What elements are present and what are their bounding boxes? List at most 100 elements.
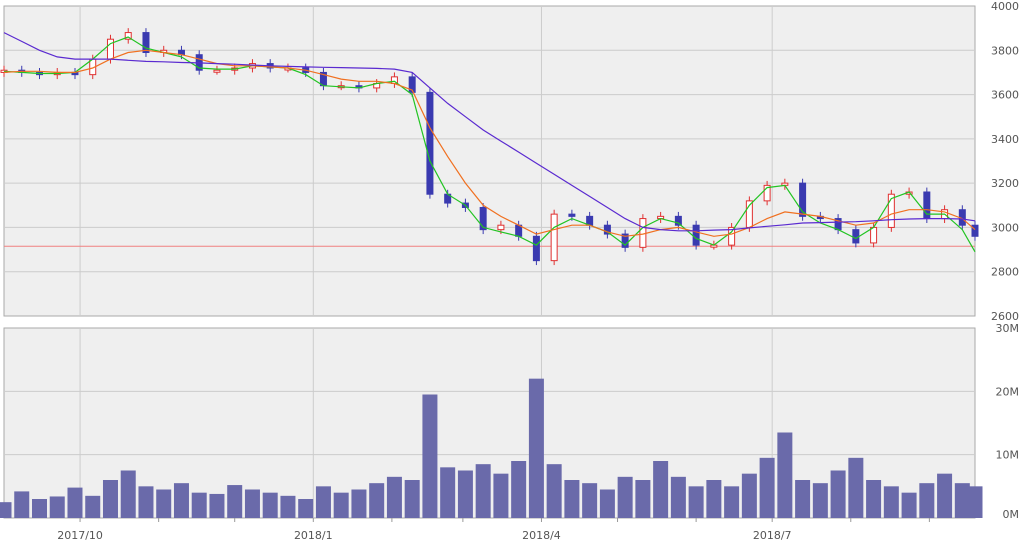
volume-bar bbox=[227, 485, 243, 518]
moving-average-mid bbox=[3, 49, 976, 237]
volume-axis: 30M 20M 10M 0M bbox=[996, 322, 1020, 521]
volume-bar bbox=[866, 480, 882, 518]
date-tick-label: 2017/10 bbox=[57, 529, 103, 542]
volume-bar bbox=[741, 473, 757, 518]
volume-bar bbox=[0, 502, 12, 518]
volume-bar bbox=[599, 489, 615, 518]
volume-tick-label: 10M bbox=[996, 449, 1020, 462]
candle-body bbox=[142, 32, 150, 54]
date-tick-label: 2018/7 bbox=[753, 529, 792, 542]
volume-bar bbox=[724, 486, 740, 518]
price-tick-label: 2600 bbox=[991, 310, 1019, 323]
volume-bar bbox=[617, 476, 633, 518]
moving-average-lines bbox=[3, 32, 976, 253]
volume-bar bbox=[14, 491, 30, 518]
volume-bar bbox=[777, 432, 793, 518]
volume-panel: 30M 20M 10M 0M bbox=[0, 322, 1019, 521]
volume-bar bbox=[102, 480, 118, 518]
volume-bar bbox=[280, 495, 296, 518]
volume-bar bbox=[528, 378, 544, 518]
volume-bar bbox=[493, 473, 509, 518]
volume-bar bbox=[670, 476, 686, 518]
volume-bar bbox=[967, 486, 983, 518]
price-tick-label: 3000 bbox=[991, 221, 1019, 234]
volume-bar bbox=[404, 480, 420, 518]
date-tick-label: 2018/1 bbox=[294, 529, 333, 542]
volume-bar bbox=[457, 470, 473, 518]
price-panel: 4000 3800 3600 3400 3200 3000 2800 2600 bbox=[0, 0, 1019, 323]
candle-body bbox=[426, 91, 434, 195]
candle-body bbox=[852, 229, 860, 244]
volume-bar bbox=[901, 492, 917, 518]
volume-bar bbox=[440, 467, 456, 518]
volume-bar bbox=[422, 394, 438, 518]
volume-bar bbox=[120, 470, 136, 518]
candle-body bbox=[213, 69, 221, 73]
volume-bar bbox=[333, 492, 349, 518]
date-axis: 2017/10 2018/1 2018/4 2018/7 bbox=[57, 518, 930, 542]
volume-bar bbox=[351, 489, 367, 518]
volume-bar bbox=[812, 483, 828, 518]
volume-bar bbox=[156, 489, 172, 518]
volume-bar bbox=[262, 492, 278, 518]
volume-bar bbox=[67, 487, 83, 518]
volume-bar bbox=[582, 483, 598, 518]
volume-bar bbox=[191, 492, 207, 518]
volume-bar bbox=[688, 486, 704, 518]
volume-bars bbox=[0, 378, 983, 518]
candle-body bbox=[763, 184, 771, 202]
volume-tick-label: 30M bbox=[996, 322, 1020, 335]
volume-bar bbox=[298, 499, 314, 518]
volume-bar bbox=[564, 480, 580, 518]
candle-body bbox=[799, 182, 807, 217]
price-tick-label: 2800 bbox=[991, 266, 1019, 279]
volume-bar bbox=[475, 464, 491, 518]
candle-body bbox=[550, 213, 558, 262]
volume-bar bbox=[848, 457, 864, 518]
volume-bar bbox=[706, 480, 722, 518]
volume-bar bbox=[954, 483, 970, 518]
date-tick-label: 2018/4 bbox=[522, 529, 561, 542]
candle-body bbox=[124, 32, 132, 40]
candle-body bbox=[408, 76, 416, 93]
volume-bar bbox=[369, 483, 385, 518]
volume-bar bbox=[830, 470, 846, 518]
candle-body bbox=[497, 224, 505, 231]
volume-bar bbox=[919, 483, 935, 518]
price-tick-label: 3600 bbox=[991, 89, 1019, 102]
candle-body bbox=[728, 226, 736, 246]
volume-bar bbox=[244, 489, 260, 518]
moving-average-long bbox=[3, 32, 976, 232]
volume-bar bbox=[31, 499, 47, 518]
candle-body bbox=[674, 215, 682, 226]
volume-bar bbox=[209, 493, 225, 518]
volume-bar bbox=[85, 495, 101, 518]
candle-body bbox=[621, 233, 629, 248]
candle-body bbox=[532, 235, 540, 262]
volume-bar bbox=[795, 480, 811, 518]
price-plot-area bbox=[3, 5, 976, 317]
volume-bar bbox=[937, 473, 953, 518]
volume-bar bbox=[883, 486, 899, 518]
candle-body bbox=[603, 224, 611, 235]
volume-bar bbox=[138, 486, 154, 518]
price-tick-label: 3200 bbox=[991, 177, 1019, 190]
volume-bar bbox=[635, 480, 651, 518]
volume-bar bbox=[511, 461, 527, 518]
price-axis: 4000 3800 3600 3400 3200 3000 2800 2600 bbox=[991, 0, 1019, 323]
volume-bar bbox=[173, 483, 189, 518]
candle-body bbox=[887, 193, 895, 228]
candle-body bbox=[692, 224, 700, 246]
candle-body bbox=[479, 207, 487, 231]
volume-bar bbox=[653, 461, 669, 518]
candle-body bbox=[971, 224, 979, 237]
price-tick-label: 4000 bbox=[991, 0, 1019, 13]
price-tick-label: 3800 bbox=[991, 44, 1019, 57]
volume-tick-label: 20M bbox=[996, 385, 1020, 398]
price-tick-label: 3400 bbox=[991, 133, 1019, 146]
volume-bar bbox=[315, 486, 331, 518]
volume-bar bbox=[759, 457, 775, 518]
candle-body bbox=[870, 226, 878, 244]
